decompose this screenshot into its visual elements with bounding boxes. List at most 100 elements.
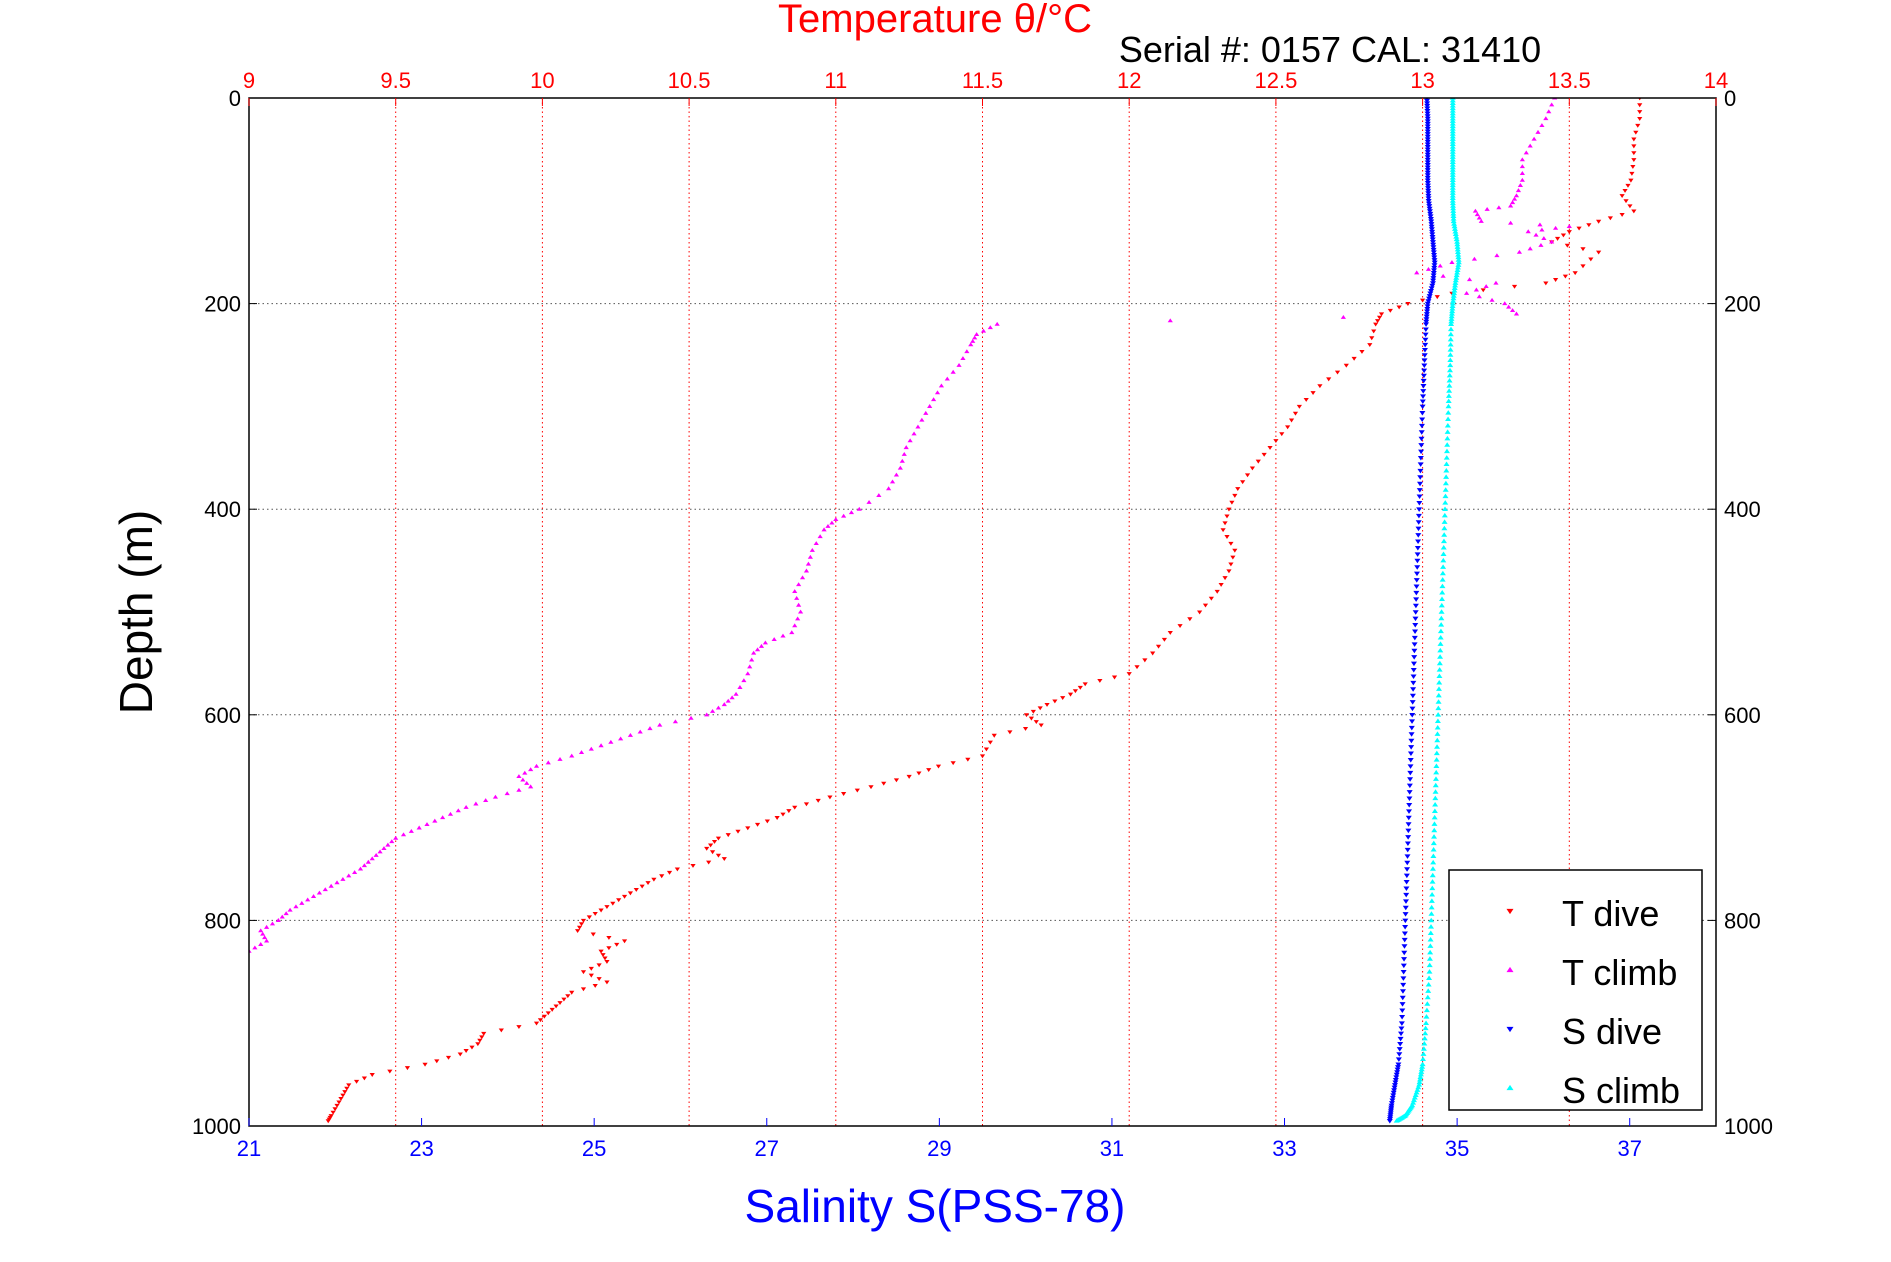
data-point	[1628, 178, 1634, 183]
data-point	[1411, 655, 1418, 660]
data-point	[1397, 1036, 1404, 1042]
data-point	[1226, 507, 1232, 512]
data-point	[1401, 950, 1408, 956]
data-point	[1452, 231, 1459, 237]
data-point	[213, 983, 218, 987]
data-point	[1422, 337, 1429, 343]
data-point	[1449, 113, 1456, 118]
data-point	[1255, 459, 1261, 464]
data-point	[533, 1021, 540, 1026]
data-point	[1412, 616, 1419, 622]
data-point	[1449, 180, 1456, 185]
data-point	[1443, 474, 1450, 479]
data-point	[1546, 109, 1552, 114]
data-point	[241, 959, 246, 963]
data-point	[721, 857, 727, 862]
data-point	[1421, 348, 1428, 353]
data-point	[604, 959, 610, 964]
data-point	[1439, 596, 1446, 601]
data-point	[1424, 165, 1431, 171]
data-point	[1429, 872, 1436, 878]
data-point	[1449, 167, 1456, 172]
data-point	[1449, 306, 1456, 311]
data-point	[1401, 944, 1408, 949]
data-point	[1433, 769, 1440, 775]
data-point	[1420, 1051, 1427, 1056]
data-point	[754, 822, 761, 827]
salinity-tick-label: 31	[1100, 1136, 1124, 1161]
data-point	[1508, 203, 1514, 208]
data-point	[51, 1059, 56, 1063]
data-point	[1150, 651, 1156, 656]
data-point	[1439, 577, 1446, 582]
data-point	[463, 1049, 469, 1053]
data-point	[1435, 699, 1442, 704]
data-point	[1399, 1014, 1406, 1020]
legend-label: S dive	[1562, 1011, 1662, 1052]
data-point	[1427, 291, 1434, 297]
data-point	[90, 1045, 95, 1049]
y-tick-label: 400	[204, 497, 241, 522]
data-point	[1418, 1069, 1425, 1074]
data-point	[1397, 1041, 1404, 1047]
data-point	[1517, 183, 1523, 187]
data-point	[1407, 751, 1414, 757]
temperature-tick-label: 10	[530, 68, 554, 93]
data-point	[1437, 635, 1444, 640]
data-point	[1424, 119, 1431, 124]
data-point	[1249, 466, 1256, 471]
data-point	[31, 1065, 36, 1069]
data-point	[592, 983, 598, 988]
data-point	[1454, 270, 1461, 275]
data-point	[516, 774, 522, 779]
data-point	[164, 1017, 169, 1021]
data-point	[361, 1076, 368, 1081]
data-point	[751, 650, 757, 655]
data-point	[645, 881, 651, 886]
data-point	[1413, 1089, 1420, 1095]
temperature-tick-label: 11.5	[962, 68, 1003, 93]
data-point	[794, 595, 800, 600]
data-point	[610, 901, 616, 906]
data-point	[1553, 225, 1559, 230]
data-point	[1449, 136, 1456, 141]
data-point	[960, 356, 966, 360]
data-point	[980, 328, 987, 333]
data-point	[1449, 146, 1456, 152]
data-point	[1417, 1074, 1424, 1079]
data-point	[1410, 668, 1417, 673]
data-point	[1428, 924, 1435, 929]
data-point	[1533, 232, 1539, 237]
data-point	[606, 946, 612, 951]
salinity-tick-label: 27	[755, 1136, 779, 1161]
data-point	[780, 633, 786, 638]
data-point	[1447, 347, 1454, 352]
data-point	[1402, 905, 1409, 911]
data-point	[1572, 271, 1578, 276]
data-point	[580, 970, 587, 975]
data-point	[792, 805, 798, 810]
data-point	[1454, 249, 1461, 254]
data-point	[994, 321, 1000, 326]
data-point	[1541, 236, 1547, 241]
data-point	[1410, 680, 1417, 686]
temperature-tick-label: 13.5	[1548, 68, 1591, 93]
data-point	[1429, 232, 1436, 237]
data-point	[553, 1004, 559, 1009]
data-point	[893, 472, 900, 477]
data-point	[1420, 1056, 1427, 1061]
data-point	[1407, 764, 1414, 769]
data-point	[1515, 188, 1522, 193]
data-point	[604, 905, 610, 910]
data-point	[1437, 263, 1443, 268]
data-point	[1403, 886, 1410, 891]
data-point	[1111, 675, 1118, 680]
data-point	[1448, 321, 1455, 326]
data-point	[674, 867, 680, 872]
data-point	[1443, 461, 1450, 467]
data-point	[1527, 246, 1533, 251]
data-point	[1424, 157, 1431, 163]
data-point	[1177, 624, 1183, 629]
data-point	[1531, 136, 1537, 141]
data-point	[1428, 917, 1435, 923]
